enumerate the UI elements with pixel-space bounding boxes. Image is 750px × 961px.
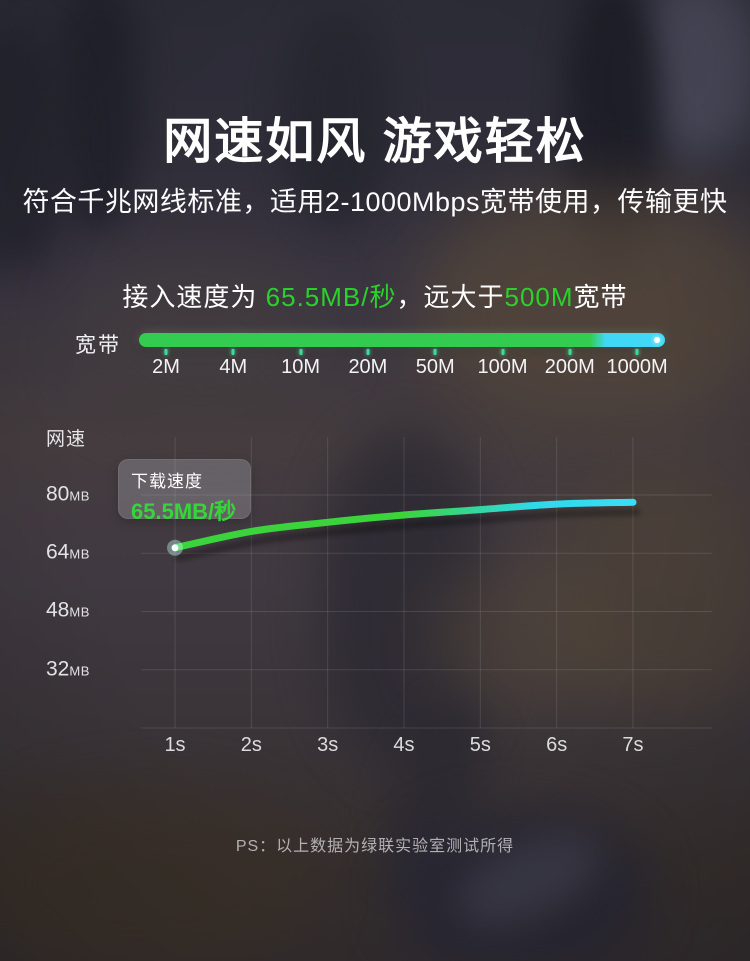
bandwidth-tick (433, 349, 437, 355)
background-blob (285, 10, 390, 225)
download-speed-tooltip: 下载速度 65.5MB/秒 (118, 459, 251, 524)
bandwidth-tick (501, 349, 504, 355)
bandwidth-tick (164, 349, 168, 355)
speed-sentence-prefix: 接入速度为 (122, 282, 266, 312)
tooltip-value: 65.5MB/秒 (131, 499, 237, 524)
background-blob (420, 190, 750, 420)
speed-sentence-suffix: 宽带 (573, 282, 628, 312)
y-axis-label-unit: MB (69, 488, 90, 504)
y-axis-label: 32MB (46, 657, 90, 681)
bandwidth-tick-label: 50M (415, 356, 455, 378)
y-axis-label: 80MB (46, 483, 90, 507)
y-axis-label-unit: MB (69, 605, 90, 621)
speed-sentence-middle: ，远大于 (396, 282, 505, 312)
y-axis-label-unit: MB (69, 663, 90, 679)
background-blob (60, 0, 140, 230)
y-axis-label: 48MB (46, 599, 90, 623)
bandwidth-value: 500M (504, 282, 574, 312)
bandwidth-tick-label: 2M (152, 356, 180, 378)
background-blob (0, 790, 310, 961)
x-axis-label: 6s (546, 734, 568, 756)
bandwidth-tick-label: 20M (348, 356, 388, 378)
bandwidth-tick-label: 100M (477, 356, 528, 378)
y-axis-label-number: 64 (46, 540, 70, 564)
bandwidth-tick (568, 349, 572, 355)
y-axis-label-unit: MB (69, 546, 90, 562)
bandwidth-tick (366, 349, 370, 355)
speed-value: 65.5MB/秒 (265, 282, 397, 312)
bandwidth-bar (139, 333, 665, 347)
y-axis-label-number: 48 (46, 599, 70, 623)
bandwidth-scale: 2M 4M 10M 20M 50M 100M 200M 1000M (139, 333, 668, 378)
bandwidth-tick (635, 349, 639, 355)
tooltip-label: 下载速度 (131, 472, 203, 491)
background-blob (0, 30, 70, 270)
page-title: 网速如风 游戏轻松 (163, 115, 587, 169)
x-axis-label: 2s (240, 734, 262, 756)
speed-sentence: 接入速度为 65.5MB/秒，远大于500M宽带 (0, 277, 750, 314)
chart-title: 网速 (46, 429, 87, 450)
subtitle: 符合千兆网线标准，适用2-1000Mbps宽带使用，传输更快 (22, 187, 728, 217)
bandwidth-tick-label: 200M (544, 356, 595, 378)
bandwidth-tick-label: 4M (219, 356, 248, 378)
footer-note: PS：以上数据为绿联实验室测试所得 (235, 838, 515, 855)
bandwidth-tick (299, 349, 303, 355)
bandwidth-tick-label: 10M (281, 356, 321, 378)
x-axis-label: 5s (469, 734, 491, 756)
bandwidth-bar-highlight-dot (654, 337, 660, 343)
x-axis-label: 3s (317, 734, 339, 756)
x-axis-label: 4s (393, 734, 415, 756)
y-axis-label-number: 80 (46, 482, 70, 506)
y-axis-label-number: 32 (46, 657, 70, 681)
y-axis-label: 64MB (46, 541, 90, 565)
bandwidth-tick-label: 1000M (606, 356, 668, 378)
background-blob (430, 560, 610, 710)
x-axis-label: 1s (164, 734, 186, 756)
bandwidth-scale-label: 宽带 (75, 334, 121, 357)
bandwidth-tick (231, 349, 235, 355)
x-axis-label: 7s (622, 734, 644, 756)
